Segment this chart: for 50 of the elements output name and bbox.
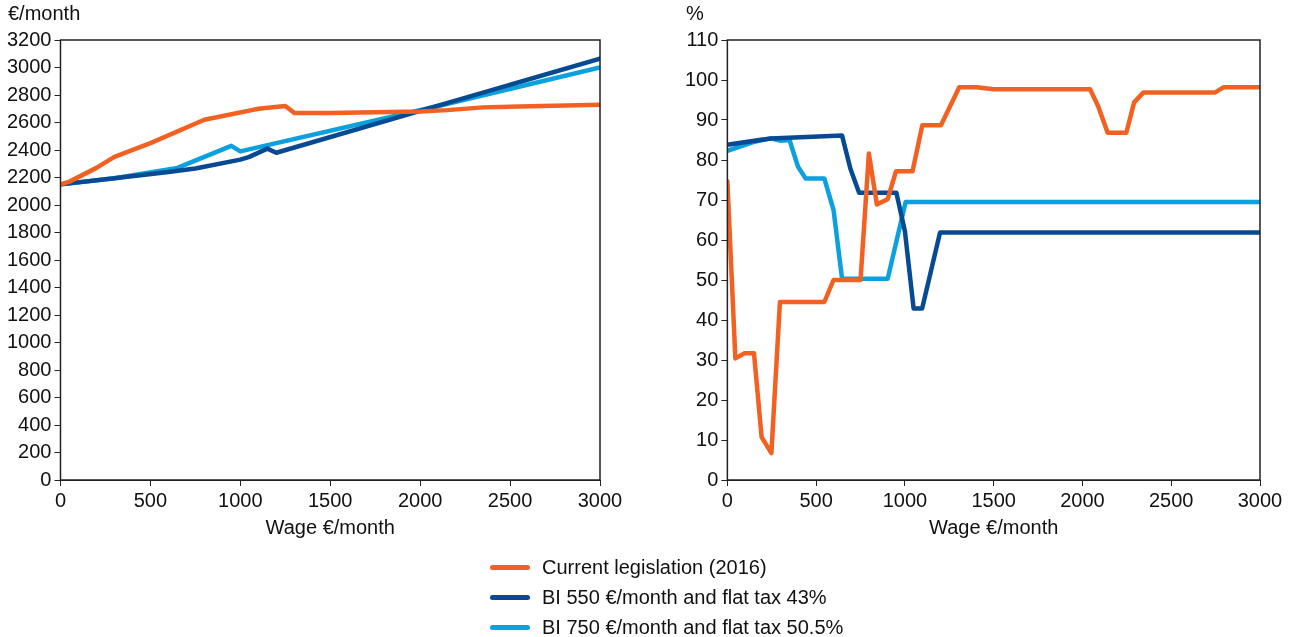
y-tick-label: 1000: [6, 330, 52, 353]
y-tick-label: 0: [707, 467, 719, 490]
x-tick-label: 500: [799, 488, 833, 511]
y-tick-label: 40: [696, 307, 719, 330]
y-tick-label: 1800: [6, 220, 52, 243]
y-tick-label: 110: [686, 27, 719, 50]
x-tick-label: 1000: [882, 488, 928, 511]
y-tick-label: 20: [696, 387, 719, 410]
x-axis-title: Wage €/month: [265, 515, 395, 538]
y-tick-label: 3200: [6, 27, 52, 50]
y-tick-label: 3000: [6, 55, 52, 78]
x-tick-label: 2500: [487, 488, 533, 511]
x-tick-label: 500: [133, 488, 168, 511]
y-tick-label: 2600: [6, 110, 52, 133]
y-tick-label: 2000: [6, 192, 52, 215]
y-tick-label: 10: [696, 427, 719, 450]
y-tick-label: 70: [696, 187, 719, 210]
x-tick-label: 1000: [218, 488, 263, 511]
x-tick-label: 1500: [308, 488, 353, 511]
y-tick-label: 400: [18, 412, 52, 435]
legend-label: BI 550 €/month and flat tax 43%: [542, 585, 827, 609]
y-tick-label: 200: [18, 440, 52, 463]
legend-label: Current legislation (2016): [542, 555, 767, 579]
x-axis-title: Wage €/month: [929, 515, 1059, 538]
x-tick-label: 3000: [577, 488, 623, 511]
y-tick-label: 50: [696, 267, 719, 290]
y-axis-title: %: [686, 1, 704, 24]
y-tick-label: 1200: [6, 302, 52, 325]
y-tick-label: 0: [40, 467, 52, 490]
y-tick-label: 30: [696, 347, 719, 370]
legend-label: BI 750 €/month and flat tax 50.5%: [542, 615, 844, 637]
y-tick-label: 600: [18, 385, 52, 408]
y-tick-label: 2200: [6, 165, 52, 188]
y-tick-label: 1600: [6, 247, 52, 270]
y-tick-label: 2800: [6, 82, 52, 105]
x-tick-label: 0: [721, 488, 733, 511]
x-tick-label: 0: [54, 488, 67, 511]
y-tick-label: 800: [18, 357, 52, 380]
y-tick-label: 80: [696, 147, 719, 170]
x-tick-label: 2500: [1148, 488, 1194, 511]
y-tick-label: 90: [696, 107, 719, 130]
x-tick-label: 2000: [1060, 488, 1105, 511]
y-tick-label: 60: [696, 227, 719, 250]
y-tick-label: 100: [684, 67, 719, 90]
x-tick-label: 1500: [971, 488, 1016, 511]
y-tick-label: 2400: [6, 137, 52, 160]
y-axis-title: €/month: [8, 1, 81, 24]
x-tick-label: 2000: [397, 488, 443, 511]
x-tick-label: 3000: [1237, 488, 1283, 511]
y-tick-label: 1400: [6, 275, 52, 298]
